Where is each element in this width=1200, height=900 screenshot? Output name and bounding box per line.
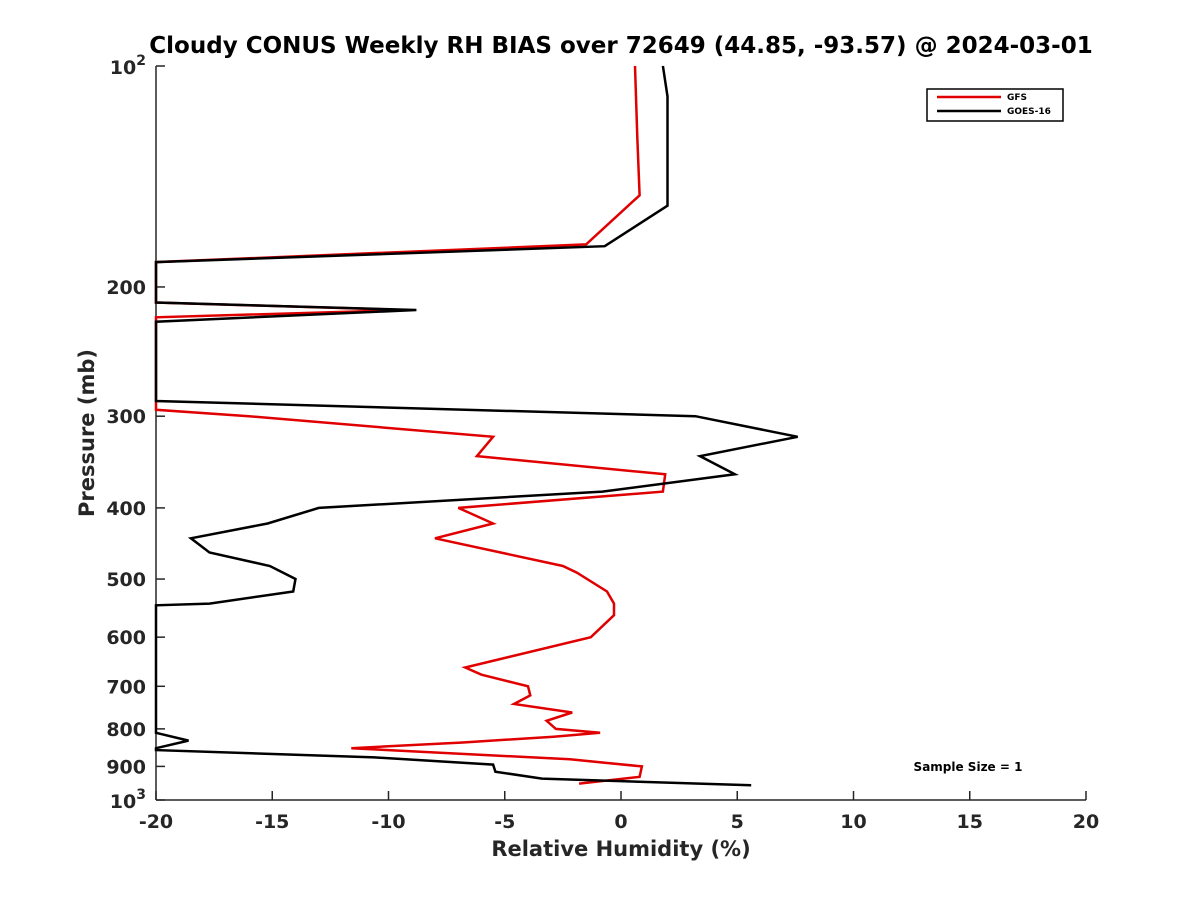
axes: -20 -15 -10 -5 0 5 10 15 20102200300400500600700…: [106, 53, 1099, 833]
x-tick-label: -15: [255, 811, 289, 833]
y-tick-label: 800: [106, 719, 146, 741]
y-tick-label: 500: [106, 569, 146, 591]
chart-title: Cloudy CONUS Weekly RH BIAS over 72649 (…: [149, 33, 1092, 59]
x-tick-label: -20: [139, 811, 173, 833]
y-tick-label: 600: [106, 627, 146, 649]
series-line-gfs: [154, 65, 667, 785]
series-layer: [154, 65, 798, 787]
y-tick-label: 300: [106, 406, 146, 428]
y-tick-label: 400: [106, 498, 146, 520]
y-tick-label: 700: [106, 676, 146, 698]
y-tick-label-exponent: 2: [136, 53, 146, 69]
sample-size-annotation: Sample Size = 1: [914, 760, 1023, 774]
series-line-goes-16: [154, 65, 798, 787]
legend-label-goes16: GOES-16: [1007, 107, 1051, 117]
x-tick-label: 0: [614, 811, 627, 833]
legend-box: [926, 88, 1064, 122]
y-axis-label: Pressure (mb): [75, 349, 99, 517]
x-tick-label: 5: [731, 811, 744, 833]
y-tick-label: 200: [106, 277, 146, 299]
x-tick-label: 15: [957, 811, 983, 833]
y-tick-label-base: 10: [110, 791, 136, 813]
legend-label-gfs: GFS: [1007, 93, 1027, 103]
x-tick-label: -5: [494, 811, 515, 833]
y-tick-label: 103: [110, 787, 146, 813]
x-tick-label: 20: [1073, 811, 1099, 833]
y-tick-label-base: 10: [110, 57, 136, 79]
x-tick-label: 10: [840, 811, 866, 833]
x-tick-label: -10: [371, 811, 405, 833]
y-tick-label-exponent: 3: [136, 787, 146, 803]
x-axis-label: Relative Humidity (%): [491, 837, 750, 861]
y-tick-label: 900: [106, 756, 146, 778]
legend: GFS GOES-16: [926, 88, 1064, 122]
y-tick-label: 102: [110, 53, 146, 79]
